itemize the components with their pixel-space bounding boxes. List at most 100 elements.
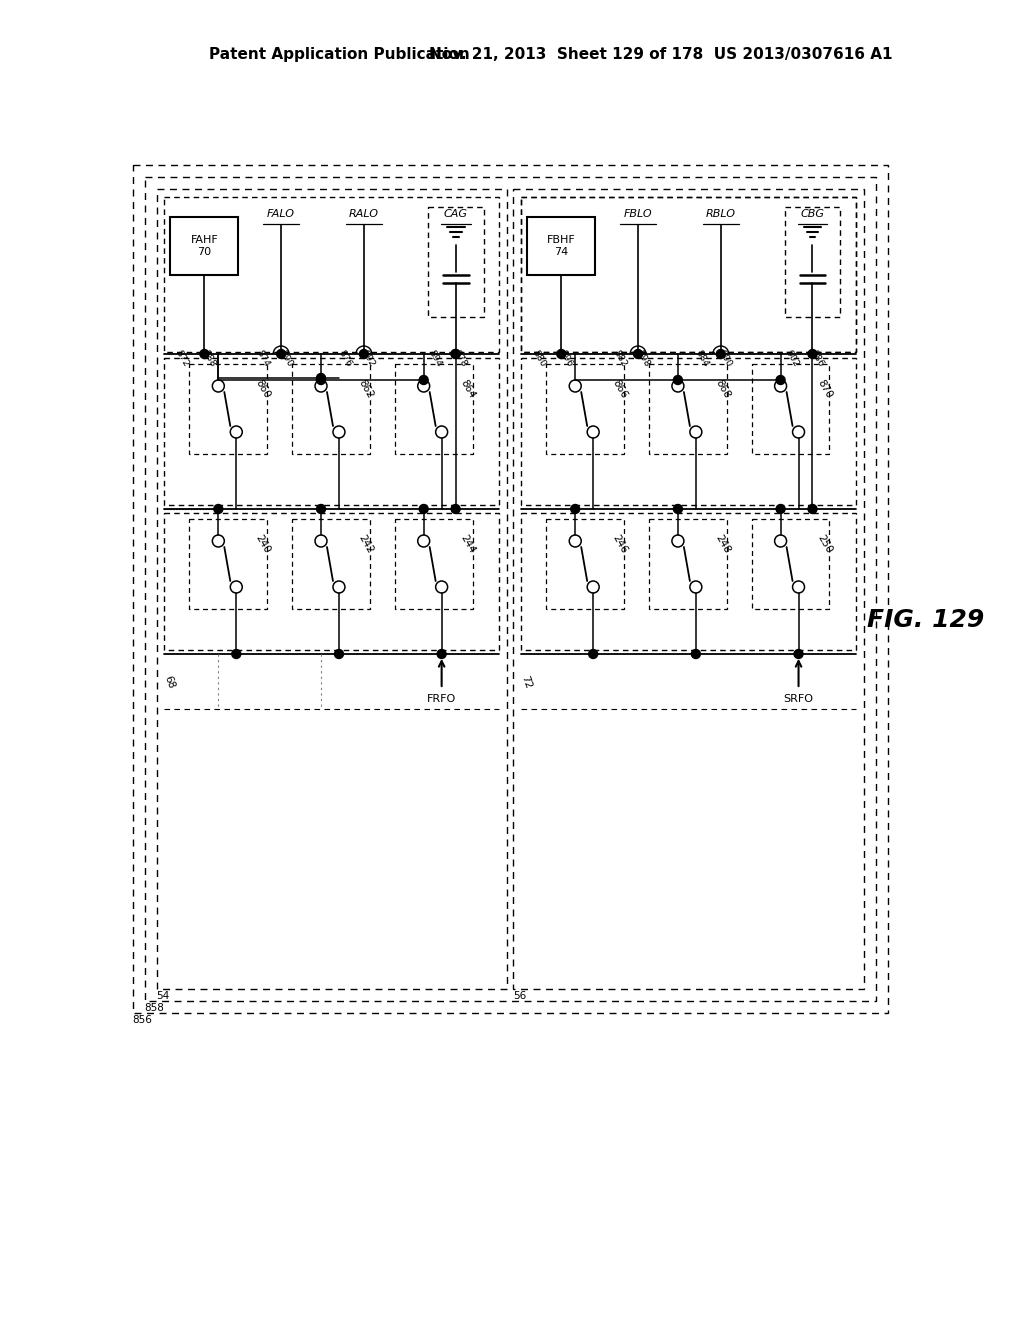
Bar [752, 519, 829, 609]
Text: 896: 896 [557, 348, 574, 370]
Text: CAG: CAG [443, 209, 468, 219]
Circle shape [589, 649, 598, 659]
Bar [189, 364, 267, 454]
Circle shape [214, 504, 223, 513]
Circle shape [316, 374, 326, 383]
Bar [157, 189, 508, 989]
Circle shape [452, 350, 460, 359]
Circle shape [634, 350, 642, 359]
Text: RBLO: RBLO [706, 209, 736, 219]
Circle shape [419, 504, 428, 513]
Bar [521, 513, 856, 649]
Text: 858: 858 [144, 1003, 165, 1012]
Text: 250: 250 [816, 533, 835, 556]
Text: 244: 244 [459, 533, 477, 556]
Bar [165, 358, 500, 506]
Circle shape [717, 350, 725, 359]
Text: SRFO: SRFO [783, 694, 813, 704]
Circle shape [276, 350, 286, 359]
Text: FRFO: FRFO [427, 694, 457, 704]
Bar [395, 364, 472, 454]
Bar [292, 364, 370, 454]
Text: 246: 246 [610, 533, 629, 556]
Circle shape [200, 350, 209, 359]
Circle shape [335, 649, 343, 659]
Text: Patent Application Publication: Patent Application Publication [209, 48, 470, 62]
Text: 56: 56 [513, 991, 526, 1001]
Text: 884: 884 [694, 348, 711, 370]
Bar [292, 519, 370, 609]
Text: FALO: FALO [267, 209, 295, 219]
Bar [165, 197, 500, 352]
Circle shape [808, 350, 817, 359]
Bar [752, 364, 829, 454]
Text: 888: 888 [201, 348, 217, 370]
Bar [165, 513, 500, 649]
Circle shape [231, 649, 241, 659]
Bar [144, 177, 877, 1001]
Bar [521, 197, 856, 352]
Circle shape [419, 375, 428, 384]
Text: 862: 862 [356, 378, 375, 400]
Text: 874: 874 [254, 348, 271, 370]
Circle shape [674, 375, 682, 384]
Text: 72: 72 [519, 675, 532, 690]
Circle shape [776, 504, 785, 513]
Text: 902: 902 [783, 348, 801, 370]
Text: 68: 68 [162, 675, 176, 690]
Text: 74: 74 [554, 247, 568, 257]
Text: 880: 880 [530, 348, 548, 370]
Circle shape [359, 350, 369, 359]
Bar [189, 519, 267, 609]
Bar [521, 358, 856, 506]
Circle shape [452, 504, 460, 513]
Text: 864: 864 [459, 378, 477, 400]
Text: 878: 878 [452, 348, 469, 370]
Circle shape [452, 350, 460, 359]
Bar [428, 207, 483, 317]
Text: 872: 872 [174, 348, 190, 370]
Bar [513, 189, 864, 989]
Circle shape [316, 375, 326, 384]
Text: 856: 856 [132, 1015, 153, 1026]
Text: FAHF: FAHF [190, 235, 218, 246]
Text: 894: 894 [427, 348, 443, 370]
Text: 70: 70 [198, 247, 211, 257]
Text: 886: 886 [809, 348, 825, 370]
Circle shape [691, 649, 700, 659]
Text: 54: 54 [157, 991, 170, 1001]
Circle shape [674, 504, 682, 513]
Text: 248: 248 [713, 533, 732, 556]
Text: 866: 866 [610, 378, 629, 400]
Text: Nov. 21, 2013  Sheet 129 of 178  US 2013/0307616 A1: Nov. 21, 2013 Sheet 129 of 178 US 2013/0… [429, 48, 892, 62]
Bar [170, 216, 239, 275]
Bar [395, 519, 472, 609]
Text: CBG: CBG [801, 209, 824, 219]
Text: FBLO: FBLO [624, 209, 652, 219]
Circle shape [437, 649, 446, 659]
Bar [521, 197, 856, 352]
Circle shape [316, 504, 326, 513]
Text: 242: 242 [356, 533, 375, 556]
Bar [784, 207, 841, 317]
Text: 876: 876 [337, 348, 354, 370]
Text: 240: 240 [254, 533, 272, 556]
Text: FBHF: FBHF [547, 235, 575, 246]
Text: 868: 868 [713, 378, 732, 400]
Text: 860: 860 [254, 378, 272, 400]
Bar [527, 216, 595, 275]
Circle shape [794, 649, 803, 659]
Circle shape [776, 375, 785, 384]
Text: 898: 898 [634, 348, 651, 370]
Bar [132, 165, 888, 1012]
Circle shape [570, 504, 580, 513]
Bar [547, 364, 624, 454]
Text: 900: 900 [717, 348, 734, 370]
Text: 892: 892 [360, 348, 377, 370]
Bar [649, 364, 727, 454]
Text: 870: 870 [816, 378, 835, 400]
Text: 890: 890 [278, 348, 294, 370]
Circle shape [808, 504, 817, 513]
Bar [547, 519, 624, 609]
Text: FIG. 129: FIG. 129 [867, 609, 984, 632]
